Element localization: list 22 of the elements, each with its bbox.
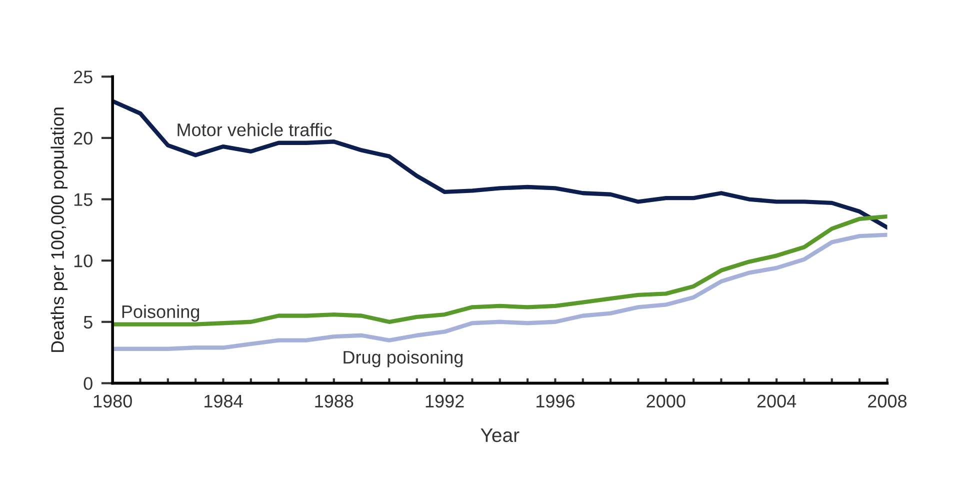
x-tick-label: 2000 (646, 394, 686, 408)
x-tick-label: 1996 (536, 394, 575, 408)
line-series (112, 232, 888, 351)
line-series (112, 99, 888, 230)
x-tick-label: 1992 (426, 394, 464, 408)
x-tick-label: 1988 (315, 394, 354, 408)
y-tick-label: 20 (74, 132, 92, 145)
y-tick-label: 5 (84, 316, 92, 329)
line-series (112, 214, 888, 326)
series-label: Motor vehicle traffic (178, 123, 332, 136)
y-tick-label: 10 (74, 254, 92, 268)
x-axis-title: Year (480, 428, 520, 442)
y-tick-label: 15 (74, 193, 92, 206)
y-tick-label: 0 (84, 377, 92, 390)
x-tick-label: 2004 (757, 394, 796, 408)
y-tick-label: 25 (74, 70, 92, 84)
x-tick-label: 1980 (94, 394, 132, 408)
x-tick-label: 2008 (868, 394, 907, 408)
series-label: Drug poisoning (344, 350, 463, 368)
y-axis-title: Deaths per 100,000 population (50, 108, 68, 352)
x-tick-label: 1984 (204, 394, 243, 408)
series-label: Poisoning (122, 304, 200, 322)
